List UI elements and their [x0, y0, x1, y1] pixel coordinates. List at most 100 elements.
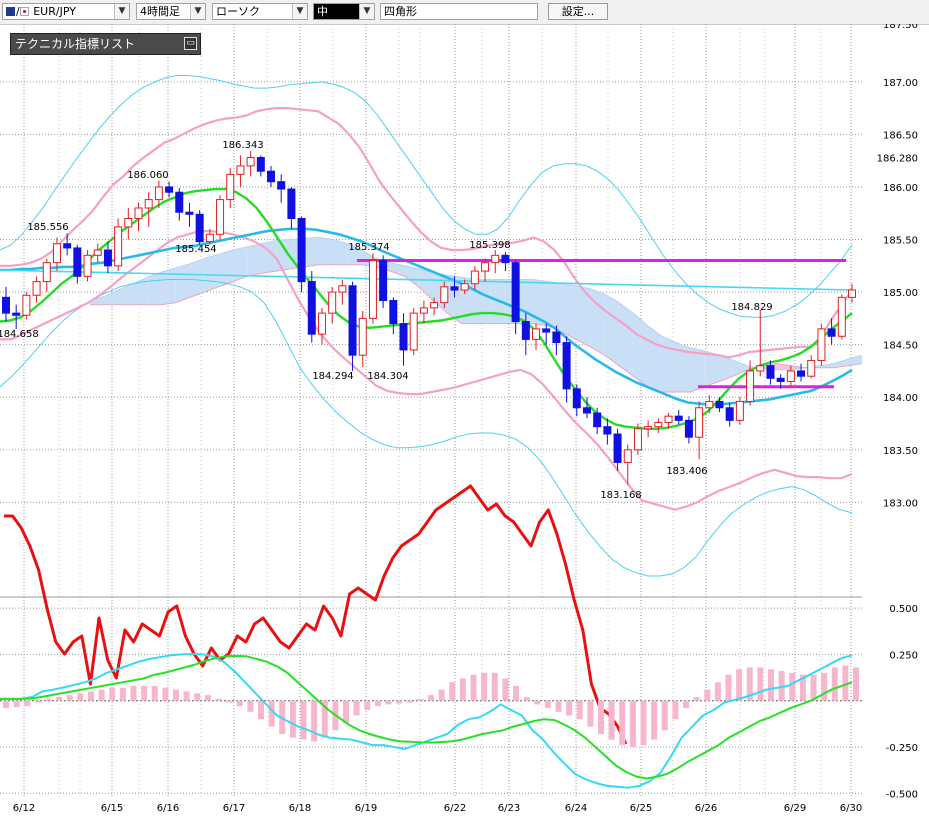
candle-body: [317, 312, 326, 335]
timeframe-select[interactable]: 4時間足 ▼: [136, 3, 206, 20]
candle-body: [195, 213, 204, 243]
candle-body: [735, 400, 744, 421]
candle-body: [837, 296, 846, 337]
candle-body: [756, 365, 765, 372]
candle-body: [267, 170, 276, 183]
settings-button[interactable]: 設定...: [548, 3, 608, 20]
candle-body: [593, 412, 602, 428]
macd-line: [0, 653, 853, 789]
macd-histogram-bar: [258, 700, 264, 720]
cloud-segment: [247, 243, 262, 277]
macd-histogram-bar: [311, 700, 318, 742]
price-annotation: 185.454: [175, 244, 216, 255]
candle-body: [664, 415, 673, 423]
candle-body: [205, 233, 214, 243]
candle-body: [827, 328, 836, 337]
cloud-segment: [218, 250, 233, 287]
candle-body: [542, 328, 551, 333]
chevron-down-icon[interactable]: ▼: [292, 4, 307, 19]
candle-body: [491, 254, 500, 264]
candle-body: [470, 270, 479, 285]
price-annotation: 185.556: [27, 222, 68, 233]
candle-body: [226, 173, 235, 201]
line-width-select[interactable]: 中 ▼: [313, 3, 375, 20]
draw-tool-field[interactable]: 四角形: [380, 3, 538, 20]
candle-body: [256, 157, 265, 172]
oscillator-line: [4, 484, 628, 745]
date-tick-label: 6/18: [289, 803, 311, 814]
date-tick-label: 6/30: [840, 803, 862, 814]
date-tick-label: 6/17: [223, 803, 245, 814]
candle-body: [409, 312, 418, 351]
indicator-list-panel[interactable]: テクニカル指標リスト ▭: [10, 33, 201, 55]
macd-histogram-bar: [799, 674, 806, 701]
chevron-down-icon[interactable]: ▼: [114, 4, 129, 19]
chevron-down-icon[interactable]: ▼: [359, 4, 374, 19]
candle-body: [644, 426, 653, 430]
macd-histogram-bar: [141, 685, 148, 701]
cloud-segment: [561, 283, 577, 340]
macd-histogram-bar: [24, 700, 31, 707]
candle-body: [236, 165, 245, 175]
macd-histogram-bar: [491, 672, 498, 701]
price-annotations: 185.556 184.658 186.060 185.454 186.343 184.2…: [0, 140, 773, 501]
macd-histogram-bar: [757, 667, 764, 701]
candles: [2, 151, 856, 485]
chart-type-select[interactable]: ローソク ▼: [212, 3, 308, 20]
candle-body: [389, 300, 398, 325]
candle-body: [582, 407, 591, 414]
macd-histogram-bar: [544, 700, 551, 709]
cloud-segment: [590, 288, 605, 356]
macd-histogram-bar: [215, 698, 222, 701]
bollinger-bands: [0, 75, 853, 577]
price-annotation: 183.406: [666, 466, 707, 477]
macd-histogram-bar: [268, 700, 275, 727]
macd-histogram-bar: [183, 691, 190, 701]
macd-histogram-bar: [789, 672, 796, 701]
bb-upper-1sigma: [0, 107, 853, 359]
date-axis: 6/12 6/15 6/16 6/17 6/18 6/19 6/22 6/23 6/24 6/25…: [13, 803, 862, 814]
macd-histogram-bar: [119, 687, 126, 701]
price-annotation: 184.829: [731, 302, 772, 313]
candle-body: [786, 370, 795, 382]
macd-histogram-bar: [725, 674, 732, 701]
candle-body: [501, 254, 510, 264]
macd-histogram-bar: [13, 700, 20, 708]
cloud-segment: [404, 265, 419, 287]
ma-long-line: [0, 269, 853, 291]
candle-body: [807, 359, 816, 377]
price-tick-label: 184.00: [883, 393, 918, 404]
candle-body: [521, 321, 530, 340]
cloud-segment: [604, 294, 619, 366]
cloud-segment: [676, 342, 691, 392]
macd-histogram-bar: [629, 700, 636, 747]
macd-histogram-bar: [385, 700, 392, 705]
macd-histogram-bar: [109, 687, 116, 701]
macd-histogram-bar: [513, 685, 519, 701]
symbol-select[interactable]: / EUR/JPY ▼: [2, 3, 130, 20]
macd-histogram-bar: [173, 689, 179, 701]
macd-histogram-bar: [300, 700, 307, 740]
candle-body: [103, 249, 112, 267]
candle-body: [399, 323, 408, 351]
macd-histogram-bar: [406, 700, 413, 703]
cloud-segment: [390, 262, 405, 277]
candle-body: [134, 207, 143, 220]
macd-histogram-bar: [3, 700, 9, 709]
toolbar: / EUR/JPY ▼ 4時間足 ▼ ローソク ▼ 中 ▼ 四角形 設定...: [0, 0, 929, 25]
bb-lower-2sigma: [0, 279, 853, 577]
oscillator-red-line: [4, 484, 628, 745]
price-annotation: 184.304: [367, 371, 408, 382]
chevron-down-icon[interactable]: ▼: [190, 4, 205, 19]
cloud-segment: [719, 355, 734, 382]
macd-histogram-bar: [45, 698, 52, 701]
candle-body: [358, 317, 367, 356]
horizontal-lines: [357, 259, 846, 389]
price-chart: 185.556 184.658 186.060 185.454 186.343 184.2…: [0, 24, 918, 814]
maximize-icon[interactable]: ▭: [184, 37, 197, 50]
macd-histogram-bar: [576, 700, 583, 720]
candle-body: [93, 249, 102, 256]
date-tick-label: 6/15: [101, 803, 123, 814]
macd-histogram-bar: [534, 700, 541, 705]
timeframe-label: 4時間足: [140, 5, 180, 18]
